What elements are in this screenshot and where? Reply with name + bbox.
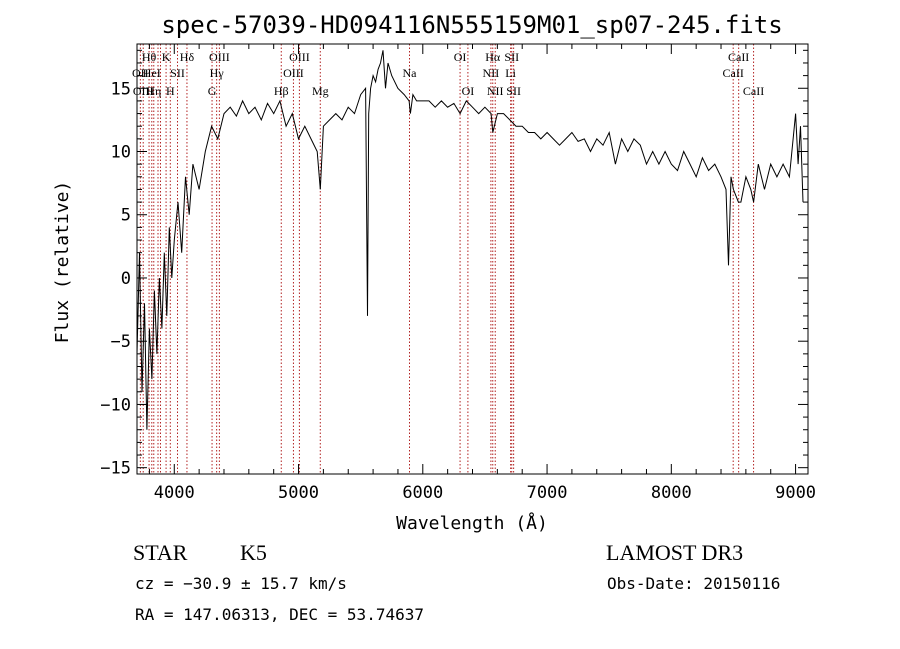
y-tick-label-2: −5 — [111, 332, 131, 352]
line-label-25: SII — [504, 50, 519, 64]
line-label-14: Hβ — [274, 84, 289, 98]
line-label-28: CaII — [728, 50, 749, 64]
survey-name: LAMOST DR3 — [606, 540, 743, 565]
line-label-0: OII — [132, 66, 149, 80]
plot-frame — [136, 43, 809, 475]
line-label-3: HeI — [143, 66, 161, 80]
line-label-1: OIII — [133, 84, 154, 98]
line-label-24: Li — [505, 66, 516, 80]
x-tick-label-5: 9000 — [775, 483, 816, 503]
redshift-velocity: cz = −30.9 ± 15.7 km/s — [135, 574, 347, 593]
line-label-11: G — [208, 84, 217, 98]
x-axis-ticks: 4000 5000 6000 7000 8000 9000 — [148, 44, 816, 503]
observation-date: Obs-Date: 20150116 — [607, 574, 780, 593]
x-axis-label: Wavelength (Å) — [396, 512, 548, 534]
line-label-23: NII — [487, 84, 504, 98]
line-label-7: K — [162, 50, 171, 64]
y-tick-label-5: 10 — [111, 143, 131, 163]
line-label-10: Hδ — [180, 50, 195, 64]
y-axis-label: Flux (relative) — [52, 181, 73, 344]
x-tick-label-0: 4000 — [154, 483, 195, 503]
emission-line-labels: OII OIII Hθ HeI Hη K H SII Hδ G Hγ OIII Hβ OIII OIII Mg… — [132, 50, 764, 98]
y-tick-label-4: 5 — [121, 206, 131, 226]
line-label-18: Na — [403, 66, 418, 80]
x-tick-label-2: 6000 — [402, 483, 443, 503]
y-tick-label-6: 15 — [111, 79, 131, 99]
line-label-19: OI — [454, 50, 467, 64]
line-label-12: Hγ — [210, 66, 225, 80]
chart-title: spec-57039-HD094116N555159M01_sp07-245.f… — [161, 11, 782, 39]
line-label-17: Mg — [312, 84, 329, 98]
y-axis-ticks: −15 −10 −5 0 5 10 15 — [100, 49, 808, 479]
line-label-22: Hα — [485, 50, 501, 64]
line-label-27: CaII — [723, 66, 744, 80]
line-label-21: NII — [483, 66, 500, 80]
object-subclass: K5 — [240, 540, 267, 565]
x-tick-label-3: 7000 — [527, 483, 568, 503]
line-label-4: Hη — [146, 84, 161, 98]
line-label-8: H — [166, 84, 175, 98]
line-label-20: OI — [462, 84, 475, 98]
sky-coordinates: RA = 147.06313, DEC = 53.74637 — [135, 605, 424, 624]
object-class: STAR — [133, 540, 188, 565]
line-label-2: Hθ — [142, 50, 157, 64]
emission-line-markers — [139, 44, 755, 474]
spectrum-line — [136, 50, 804, 430]
y-tick-label-1: −10 — [100, 395, 131, 415]
x-tick-label-4: 8000 — [651, 483, 692, 503]
y-tick-label-3: 0 — [121, 269, 131, 289]
line-label-13: OIII — [209, 50, 230, 64]
line-label-16: OIII — [289, 50, 310, 64]
line-label-26: SII — [506, 84, 521, 98]
x-tick-label-1: 5000 — [278, 483, 319, 503]
line-label-29: CaII — [743, 84, 764, 98]
line-label-9: SII — [170, 66, 185, 80]
y-tick-label-0: −15 — [100, 459, 131, 479]
line-label-15: OIII — [283, 66, 304, 80]
